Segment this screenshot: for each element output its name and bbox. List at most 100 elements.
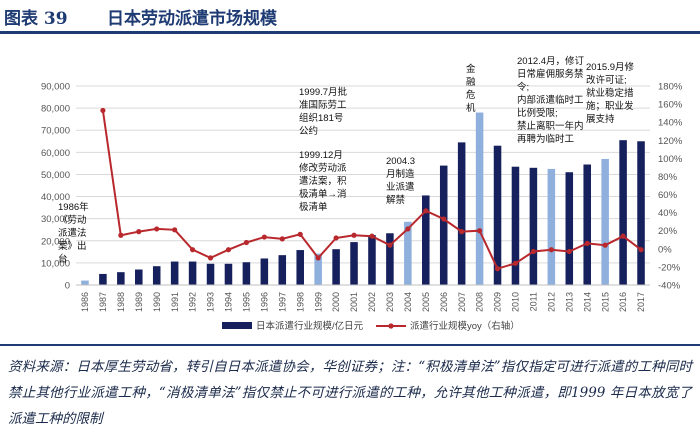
y-left-tick-label: 0 [65, 281, 70, 292]
bar [637, 141, 645, 285]
y-right-tick-label: -20% [658, 262, 681, 273]
legend-label-bars: 日本派遣行业规模/亿日元 [256, 320, 364, 332]
line-point [369, 233, 375, 239]
bar [242, 262, 251, 285]
x-tick-label: 2008 [475, 292, 485, 312]
annotation-text: 金 [466, 63, 476, 75]
x-tick-label: 2003 [385, 292, 395, 312]
y-right-tick-label: 80% [658, 172, 678, 183]
x-tick-label: 1997 [277, 292, 287, 312]
bar [170, 261, 179, 285]
line-point [548, 247, 554, 253]
legend-label-line: 派遣行业规模yoy（右轴） [410, 320, 520, 332]
y-left-tick-label: 50,000 [41, 170, 70, 181]
annotation-text: 1986年 [58, 201, 89, 213]
annotation-text: 2004.3 [386, 156, 415, 167]
annotation-text: 令; [517, 81, 529, 93]
y-left-tick-label: 30,000 [41, 214, 70, 225]
x-tick-label: 2013 [564, 292, 574, 312]
y-right-tick-label: 180% [658, 82, 683, 93]
line-point [494, 266, 501, 272]
bar [296, 250, 304, 285]
line-point [423, 208, 429, 214]
y-left-tick-label: 20,000 [41, 236, 70, 247]
bar [601, 158, 609, 285]
bar [81, 280, 89, 285]
annotation-text: 《劳动 [58, 214, 87, 226]
chart: 0 10,000 20,000 30,000 40,000 50,000 60,000 70,… [41, 55, 683, 332]
annotation-text: 就业稳定措 [586, 87, 634, 99]
x-tick-label: 1999 [313, 292, 323, 312]
bar [224, 263, 233, 285]
annotation-text: 月制造 [386, 168, 415, 180]
annotation-text: 台 [58, 253, 68, 265]
line-point [387, 242, 393, 248]
bar [152, 266, 161, 285]
line-point [512, 260, 519, 266]
bar [547, 168, 556, 285]
annotation-text: 解禁 [386, 194, 406, 206]
annotation-text: 修改劳动派 [299, 162, 347, 174]
annotation-text: 机 [466, 102, 476, 114]
bar [511, 166, 520, 285]
x-tick-label: 2012 [546, 292, 556, 312]
annotation-text: 公约 [299, 125, 318, 137]
line-point [243, 239, 250, 246]
source-note-box: 资料来源：日本厚生劳动省，转引自日本派遣协会，华创证券；注：“积极清单法”指仅指… [0, 344, 700, 431]
bar [368, 235, 376, 285]
x-tick-label: 1992 [188, 292, 198, 312]
line-point [172, 227, 178, 233]
bar [332, 249, 340, 285]
annotation-text: 2015.9月修 [586, 61, 635, 73]
figure-label: 图表 39 [4, 9, 68, 29]
y-left-tick-label: 90,000 [41, 82, 70, 93]
x-tick-label: 2002 [367, 292, 377, 312]
x-tick-label: 2010 [511, 292, 521, 312]
annotation-text: 展支持 [586, 113, 615, 125]
title-bar: 图表 39 日本劳动派遣市场规模 [0, 0, 700, 34]
x-tick-label: 2015 [600, 292, 610, 312]
line-point [476, 228, 483, 234]
annotation-text: 禁止离职一年内 [517, 120, 584, 132]
y-right-tick-label: 160% [658, 100, 683, 111]
bar [386, 233, 394, 285]
x-tick-label: 1995 [242, 292, 252, 312]
bar [314, 253, 322, 285]
annotation-text: 比例受限; [517, 107, 558, 119]
bar [439, 165, 448, 285]
source-note: 资料来源：日本厚生劳动省，转引自日本派遣协会，华创证券；注：“积极清单法”指仅指… [8, 359, 692, 427]
bar [619, 140, 627, 285]
x-tick-label: 1990 [152, 292, 162, 312]
annotation-text: 极清单→消 [299, 188, 347, 200]
line-point [315, 255, 321, 261]
line-point [136, 229, 142, 235]
bar [493, 145, 502, 285]
x-tick-label: 1996 [259, 292, 269, 312]
y-right-tick-label: -40% [658, 281, 681, 292]
annotation-text: 准国际劳工 [299, 99, 347, 111]
annotation-text: 施；职业发 [586, 100, 634, 112]
y-left-tick-label: 10,000 [41, 258, 70, 269]
x-tick-label: 2004 [403, 292, 413, 312]
bar [206, 263, 215, 285]
annotation-text: 再聘为临时工 [517, 133, 575, 145]
bar [404, 221, 412, 285]
annotation-text: 业派遣 [386, 181, 415, 193]
bar [188, 261, 197, 285]
x-tick-label: 2005 [421, 292, 431, 312]
annotation-text: 1999.12月 [299, 150, 343, 161]
bar [99, 273, 107, 285]
bar [529, 167, 538, 285]
annotation-text: 遣法案，积 [299, 175, 347, 187]
annotation-text: 案》出 [58, 240, 87, 252]
y-left-tick-label: 60,000 [41, 148, 70, 159]
x-tick-label: 2017 [636, 292, 646, 312]
bar [422, 195, 430, 285]
x-tick-label: 2009 [493, 292, 503, 312]
x-tick-label: 1989 [134, 292, 144, 312]
annotation-text: 内部派遣临时工 [517, 94, 584, 106]
x-tick-label: 2011 [529, 292, 539, 311]
line-point [405, 226, 411, 232]
y-right-tick-label: 40% [658, 208, 678, 219]
line-point [566, 248, 572, 255]
